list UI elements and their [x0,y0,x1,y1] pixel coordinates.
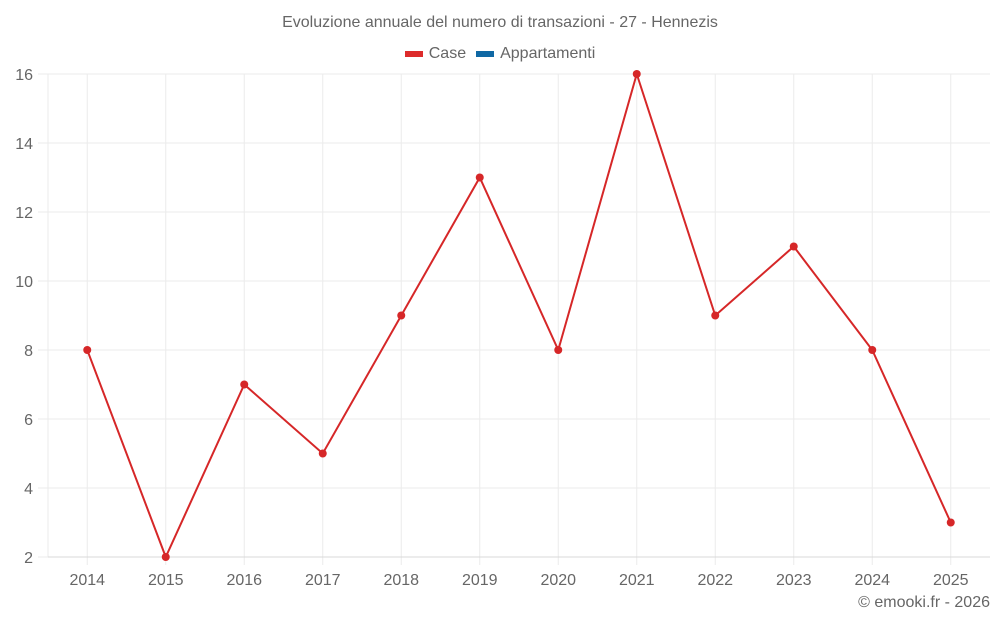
legend-item-case[interactable]: Case [404,45,467,63]
x-tick-label: 2016 [226,572,262,589]
data-point[interactable] [397,311,406,320]
x-tick-label: 2022 [697,572,733,589]
legend-swatch-case [404,51,423,57]
legend-label-appartamenti: Appartamenti [500,45,596,62]
series-case [83,70,955,561]
x-tick-label: 2021 [619,572,655,589]
data-point[interactable] [789,242,798,251]
x-tick-label: 2019 [462,572,498,589]
y-tick-label: 12 [15,205,33,222]
x-tick-label: 2015 [148,572,184,589]
x-tick-label: 2025 [933,572,969,589]
x-tick-label: 2017 [305,572,341,589]
y-tick-label: 10 [15,274,33,291]
y-tick-label: 2 [24,550,33,567]
data-point[interactable] [240,380,249,389]
data-point[interactable] [475,173,484,182]
legend-label-case: Case [428,45,467,62]
y-tick-label: 16 [15,67,33,84]
legend-item-appartamenti[interactable]: Appartamenti [476,45,595,63]
grid-lines [48,73,990,565]
y-tick-label: 6 [24,412,33,429]
series-line-case [86,70,952,560]
y-tick-label: 8 [24,343,33,360]
data-point[interactable] [554,346,563,354]
x-tick-label: 2014 [69,572,105,589]
x-tick-label: 2020 [540,572,576,589]
data-point[interactable] [946,518,955,527]
x-tick-label: 2024 [854,572,890,589]
data-point[interactable] [83,346,92,354]
x-tick-label: 2023 [776,572,812,589]
data-point[interactable] [632,70,641,78]
data-point[interactable] [711,311,720,320]
y-axis: 2 4 6 8 10 12 14 16 [15,67,49,567]
y-tick-label: 4 [24,481,33,498]
data-point[interactable] [868,346,877,354]
legend-swatch-appartamenti [476,51,495,57]
x-tick-label: 2018 [383,572,419,589]
data-point[interactable] [318,449,327,458]
x-axis: 2014 2015 2016 2017 2018 2019 2020 2021 2022 2023… [48,556,990,589]
chart-title: Evoluzione annuale del numero di transaz… [282,14,718,31]
y-tick-label: 14 [15,136,33,153]
credit: © emooki.fr - 2026 [858,594,990,611]
legend: Case Appartamenti [0,45,1000,63]
data-point[interactable] [161,553,170,561]
